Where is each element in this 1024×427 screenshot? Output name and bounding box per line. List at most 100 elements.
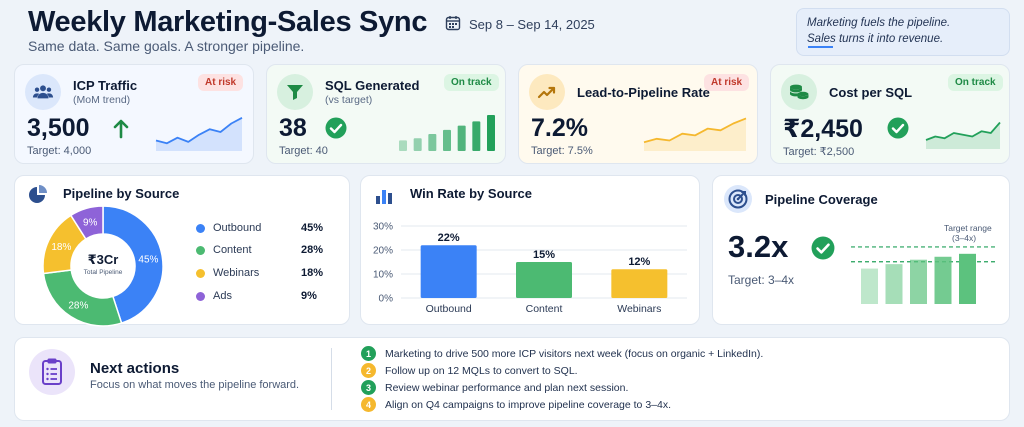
sparkline-line [643,117,747,144]
action-text: Review webinar performance and plan next… [385,381,629,394]
mini-bar [457,125,466,151]
action-text: Align on Q4 campaigns to improve pipelin… [385,398,672,411]
legend-item-outbound: Outbound [196,222,261,234]
legend-value: 18% [301,267,324,279]
win-rate-bar-chart: 0% 10% 20% 30% 22% Outbound 15% Content 12% Webin… [373,222,687,315]
bar-webinars [611,269,668,298]
kpi-card-lead-to-pipeline[interactable]: Lead-to-Pipeline Rate At risk 7.2% Targe… [518,64,758,164]
x-tick-label: Outbound [426,303,472,315]
legend-value: 28% [301,244,324,256]
step-number-badge: 2 [361,363,376,378]
sparkline-area [926,122,1000,149]
data-label: 22% [438,232,460,244]
calendar-icon [445,15,461,34]
mini-bar [443,129,451,151]
legend-dot [196,268,205,278]
mini-bar [399,140,407,151]
data-label: 12% [628,256,650,268]
sparkline-area [644,118,746,151]
kpi-title: Lead-to-Pipeline Rate [577,85,710,100]
coverage-bar [910,259,927,304]
kpi-card-icp-traffic[interactable]: ICP Traffic (MoM trend) At risk 3,500 Ta… [14,64,254,164]
legend-label: Outbound [213,222,262,234]
donut-slice-label: 18% [51,242,71,253]
target-range-value: (3–4x) [952,233,977,243]
pipeline-by-source-card: Pipeline by Source 45% 28% 18% 9% ₹3Cr Tota… [14,175,350,327]
check-circle-icon [811,236,835,265]
status-badge: At risk [704,74,750,91]
y-tick-label: 30% [373,222,393,233]
kpi-target: Target: 7.5% [531,145,593,157]
y-tick-label: 10% [373,270,393,281]
donut-slice-label: 45% [138,254,158,265]
y-tick-label: 0% [379,294,394,305]
legend-label: Ads [213,290,232,302]
target-range-label: Target range [944,223,992,233]
legend-label: Content [213,244,252,256]
bar-outbound [420,245,477,298]
donut-hole [72,235,134,297]
kpi-card-cost-per-sql[interactable]: Cost per SQL On track ₹2,450 Target: ₹2,… [770,64,1010,164]
legend-value: 9% [301,290,317,302]
step-number-badge: 4 [361,397,376,412]
kpi-subtitle: (MoM trend) [73,94,131,106]
donut-slice-label: 9% [83,217,98,228]
section-title: Pipeline Coverage [765,192,878,207]
section-title: Pipeline by Source [63,186,180,201]
donut-slice-label: 28% [68,300,88,311]
kpi-card-sql-generated[interactable]: SQL Generated (vs target) On track 38 Ta… [266,64,506,164]
kpi-target: Target: 40 [279,145,328,157]
step-number-badge: 3 [361,380,376,395]
legend-value: 45% [301,222,324,234]
kpi-value: ₹2,450 [783,115,863,143]
kpi-subtitle: (vs target) [325,94,373,106]
win-rate-card: Win Rate by Source 0% 10% 20% 30% 22% Outboun… [360,175,700,325]
action-item[interactable]: 1 Marketing to drive 500 more ICP visitor… [361,346,763,361]
next-actions-card: Next actions Focus on what moves the pip… [14,337,1010,421]
tagline-box: Marketing fuels the pipeline. Sales turn… [796,8,1010,56]
data-label: 15% [533,249,555,261]
check-circle-icon [887,117,909,144]
section-title: Win Rate by Source [410,186,532,201]
check-circle-icon [325,117,347,144]
y-tick-label: 20% [373,246,393,257]
legend-label: Webinars [213,267,260,279]
coverage-bar [885,264,903,304]
x-tick-label: Webinars [617,303,661,315]
step-number-badge: 1 [361,346,376,361]
coverage-bar-chart [851,246,997,304]
next-actions-subtitle: Focus on what moves the pipeline forward… [90,379,300,391]
legend-item-ads: Ads [196,290,232,302]
sparkline-line [155,117,243,145]
kpi-title: Cost per SQL [829,85,913,100]
kpi-target: Target: ₹2,500 [783,146,855,158]
kpi-title: ICP Traffic [73,78,138,93]
date-range[interactable]: Sep 8 – Sep 14, 2025 [445,15,595,34]
pipeline-coverage-card: Pipeline Coverage 3.2x Target: 3–4x Targ… [712,175,1010,325]
kpi-target: Target: 4,000 [27,145,92,157]
trend-up-icon [529,74,565,110]
users-icon [25,74,61,110]
kpi-value: 3,500 [27,114,90,142]
pie-chart-icon [27,184,49,211]
action-item[interactable]: 3 Review webinar performance and plan nex… [361,380,628,395]
sparkline-chart [155,117,243,151]
tagline-line-1: Marketing fuels the pipeline. [807,17,951,29]
action-item[interactable]: 4 Align on Q4 campaigns to improve pipeli… [361,397,671,412]
x-tick-label: Content [526,303,563,315]
donut-slice-content [42,269,123,327]
sparkline-chart [925,121,1001,149]
action-item[interactable]: 2 Follow up on 12 MQLs to convert to SQL. [361,363,578,378]
divider [331,348,332,410]
legend-dot [196,245,205,255]
status-badge: At risk [198,74,244,91]
sparkline-line [925,121,1001,141]
mini-bar [487,115,495,151]
status-badge: On track [948,74,1003,91]
mini-bar [428,134,437,151]
sparkline-chart [643,117,747,151]
sparkline-area [156,117,242,151]
bar-content [516,262,572,298]
legend-dot [196,291,205,301]
legend-item-content: Content [196,244,252,256]
